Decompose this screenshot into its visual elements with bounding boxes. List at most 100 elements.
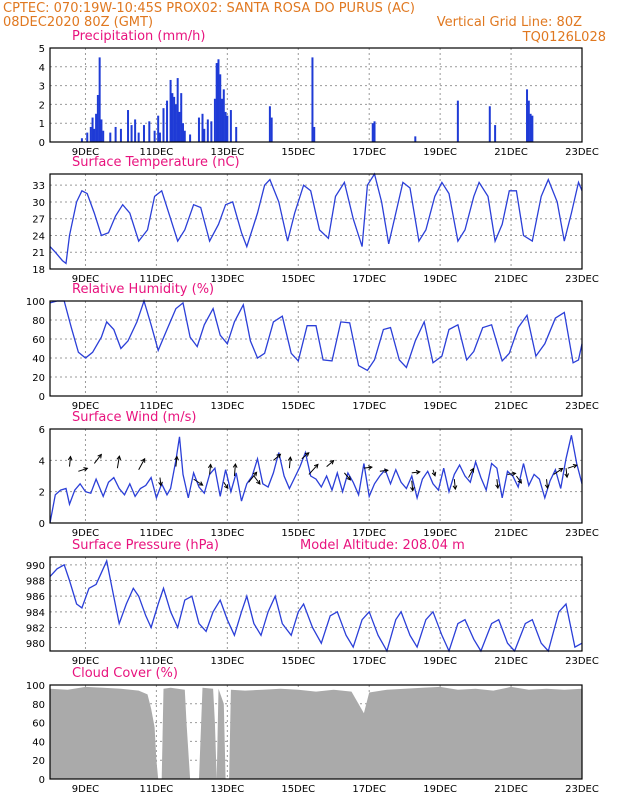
y-tick-label: 20	[32, 373, 45, 384]
wind-arrow	[273, 453, 281, 461]
precip-bar	[114, 126, 117, 142]
precip-bar	[89, 126, 92, 142]
wind-arrow-head	[410, 486, 415, 492]
y-tick-label: 27	[32, 215, 45, 226]
x-tick-label: 19DEC	[423, 147, 457, 158]
x-tick-label: 17DEC	[352, 401, 386, 412]
x-tick-label: 21DEC	[494, 274, 528, 285]
wind-arrow-head	[517, 478, 522, 484]
y-tick-label: 21	[32, 248, 45, 259]
precip-bar	[311, 57, 314, 142]
panel-frame	[49, 173, 583, 270]
wind-arrow-head	[174, 455, 179, 461]
precip-bar	[268, 106, 271, 142]
wind-arrow-head	[415, 469, 421, 475]
x-tick-label: 9DEC	[72, 528, 99, 539]
precip-bar	[221, 98, 224, 142]
wind-arrow	[326, 460, 334, 467]
wind-arrow-head	[558, 467, 564, 473]
panel-2: 0 20 40 60 80 100 9DEC 11DEC 13DEC 15DEC 17DEC 19DE…	[26, 282, 599, 412]
panel-frame	[49, 428, 583, 524]
wind-arrow-head	[232, 462, 238, 468]
precip-bar	[206, 119, 209, 142]
precip-bar	[217, 59, 220, 142]
panel-title: Relative Humidity (%)	[72, 282, 214, 297]
x-tick-label: 11DEC	[140, 147, 174, 158]
precip-bar	[183, 130, 186, 142]
wind-arrow-head	[452, 485, 458, 491]
wind-arrow-head	[158, 481, 163, 487]
wind-arrow	[553, 468, 563, 475]
precip-bar	[96, 95, 99, 142]
precip-bar	[173, 96, 176, 142]
precip-bar	[226, 115, 229, 142]
panel-frame	[49, 556, 583, 652]
precip-bar	[197, 117, 200, 142]
header-run-date: 08DEC2020 80Z (GMT)	[3, 15, 153, 30]
precip-bar	[203, 128, 206, 142]
panel-title: Precipitation (mm/h)	[72, 29, 205, 44]
x-tick-label: 13DEC	[210, 656, 244, 667]
x-tick-label: 17DEC	[352, 528, 386, 539]
precip-bar	[178, 111, 181, 142]
wind-arrow-head	[313, 463, 319, 469]
x-tick-label: 15DEC	[281, 147, 315, 158]
x-tick-label: 15DEC	[281, 274, 315, 285]
wind-arrow	[138, 458, 146, 470]
y-tick-label: 0	[39, 392, 45, 403]
precip-bar	[119, 128, 122, 142]
wind-arrow	[248, 471, 258, 483]
y-tick-label: 80	[32, 700, 45, 711]
y-tick-label: 40	[32, 354, 45, 365]
y-tick-label: 0	[39, 775, 45, 786]
wind-arrow	[233, 463, 236, 477]
wind-arrow	[78, 467, 88, 472]
series-line	[49, 298, 583, 372]
y-tick-label: 100	[26, 681, 45, 692]
precip-bar	[93, 128, 96, 142]
precip-bar	[109, 132, 112, 142]
x-tick-label: 15DEC	[281, 401, 315, 412]
wind-arrow	[209, 464, 212, 475]
panel-title: Surface Wind (m/s)	[72, 410, 196, 425]
y-tick-label: 18	[32, 265, 45, 276]
panel-4: 980 982 984 986 988 990 9DEC 11DEC 13DEC 15DEC 17D…	[26, 538, 599, 667]
y-tick-label: 60	[32, 719, 45, 730]
precip-bar	[158, 132, 161, 142]
wind-arrow-head	[564, 473, 570, 479]
precip-bar	[313, 126, 316, 142]
x-tick-label: 11DEC	[140, 656, 174, 667]
precip-bar	[86, 132, 89, 142]
panel-1: 18 21 24 27 30 33 9DEC 11DEC 13DEC 15DEC 17DEC 19DE…	[32, 155, 599, 285]
wind-arrow	[565, 468, 568, 478]
precip-bar	[414, 136, 417, 142]
wind-arrow	[69, 456, 72, 467]
precip-bar	[373, 121, 376, 142]
x-tick-label: 15DEC	[281, 656, 315, 667]
header-model-id: TQ0126L028	[522, 30, 606, 45]
wind-arrow-head	[256, 479, 261, 485]
x-tick-label: 17DEC	[352, 274, 386, 285]
wind-arrow	[496, 479, 499, 489]
y-tick-label: 0	[39, 519, 45, 530]
precip-bar	[137, 132, 140, 142]
y-tick-label: 20	[32, 756, 45, 767]
wind-arrow	[379, 469, 388, 472]
x-tick-label: 23DEC	[565, 656, 599, 667]
wind-arrow-head	[198, 481, 204, 486]
wind-arrow-head	[141, 457, 146, 463]
precip-bar	[488, 106, 491, 142]
x-tick-label: 13DEC	[210, 274, 244, 285]
x-tick-label: 21DEC	[494, 528, 528, 539]
y-tick-label: 984	[26, 608, 45, 619]
wind-arrow	[507, 472, 516, 475]
precip-bar	[153, 130, 156, 142]
x-tick-label: 23DEC	[565, 528, 599, 539]
y-tick-label: 0	[39, 138, 45, 149]
precip-bar	[91, 117, 94, 142]
precip-bar	[162, 108, 165, 142]
wind-arrow	[159, 477, 162, 486]
panel-0: 0 1 2 3 4 5 9DEC 11DEC 13DEC 15DEC 17DEC 19DEC 21DEC…	[39, 29, 599, 158]
x-tick-label: 13DEC	[210, 784, 244, 795]
